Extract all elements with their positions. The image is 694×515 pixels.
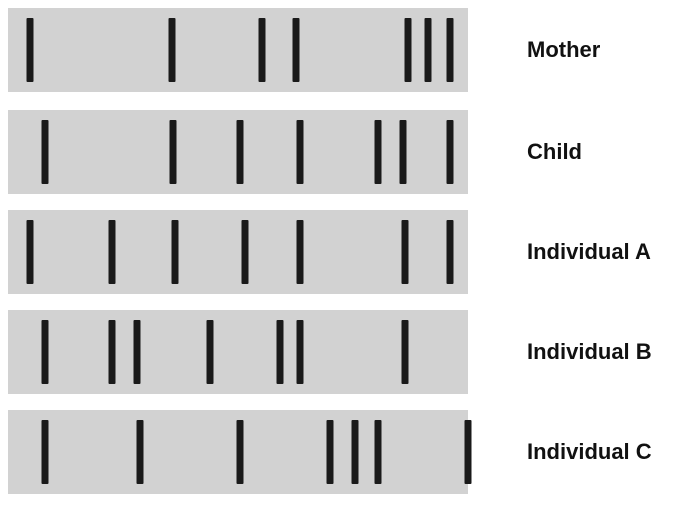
dna-band bbox=[41, 120, 49, 184]
gel-strip bbox=[8, 8, 468, 92]
gel-strip bbox=[8, 210, 468, 294]
dna-band bbox=[258, 18, 266, 82]
dna-band bbox=[446, 18, 454, 82]
dna-band bbox=[399, 120, 407, 184]
dna-band bbox=[296, 320, 304, 384]
dna-band bbox=[401, 220, 409, 284]
dna-band bbox=[446, 120, 454, 184]
dna-band bbox=[374, 120, 382, 184]
dna-band bbox=[292, 18, 300, 82]
lane-label: Individual A bbox=[527, 239, 651, 264]
gel-strip bbox=[8, 310, 468, 394]
dna-band bbox=[404, 18, 412, 82]
dna-band bbox=[296, 120, 304, 184]
lane: Mother bbox=[8, 8, 601, 92]
dna-band bbox=[169, 120, 177, 184]
dna-band bbox=[206, 320, 214, 384]
lane-label: Child bbox=[527, 139, 582, 164]
dna-band bbox=[41, 420, 49, 484]
dna-band bbox=[446, 220, 454, 284]
dna-band bbox=[464, 420, 472, 484]
dna-band bbox=[236, 120, 244, 184]
dna-band bbox=[171, 220, 179, 284]
lane-label: Individual B bbox=[527, 339, 652, 364]
dna-band bbox=[26, 220, 34, 284]
dna-band bbox=[41, 320, 49, 384]
dna-band bbox=[168, 18, 176, 82]
dna-band bbox=[401, 320, 409, 384]
dna-band bbox=[236, 420, 244, 484]
lane-label: Mother bbox=[527, 37, 601, 62]
dna-band bbox=[351, 420, 359, 484]
dna-band bbox=[241, 220, 249, 284]
dna-band bbox=[424, 18, 432, 82]
dna-band bbox=[108, 220, 116, 284]
lane-label: Individual C bbox=[527, 439, 652, 464]
dna-band bbox=[326, 420, 334, 484]
lane: Individual B bbox=[8, 310, 652, 394]
lane: Individual A bbox=[8, 210, 651, 294]
dna-band bbox=[276, 320, 284, 384]
dna-band bbox=[296, 220, 304, 284]
lane: Child bbox=[8, 110, 582, 194]
dna-band bbox=[136, 420, 144, 484]
dna-band bbox=[374, 420, 382, 484]
dna-band bbox=[26, 18, 34, 82]
dna-band bbox=[133, 320, 141, 384]
lane: Individual C bbox=[8, 410, 652, 494]
dna-band bbox=[108, 320, 116, 384]
